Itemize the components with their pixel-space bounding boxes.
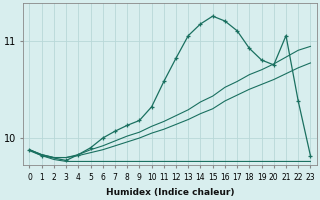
X-axis label: Humidex (Indice chaleur): Humidex (Indice chaleur) bbox=[106, 188, 234, 197]
